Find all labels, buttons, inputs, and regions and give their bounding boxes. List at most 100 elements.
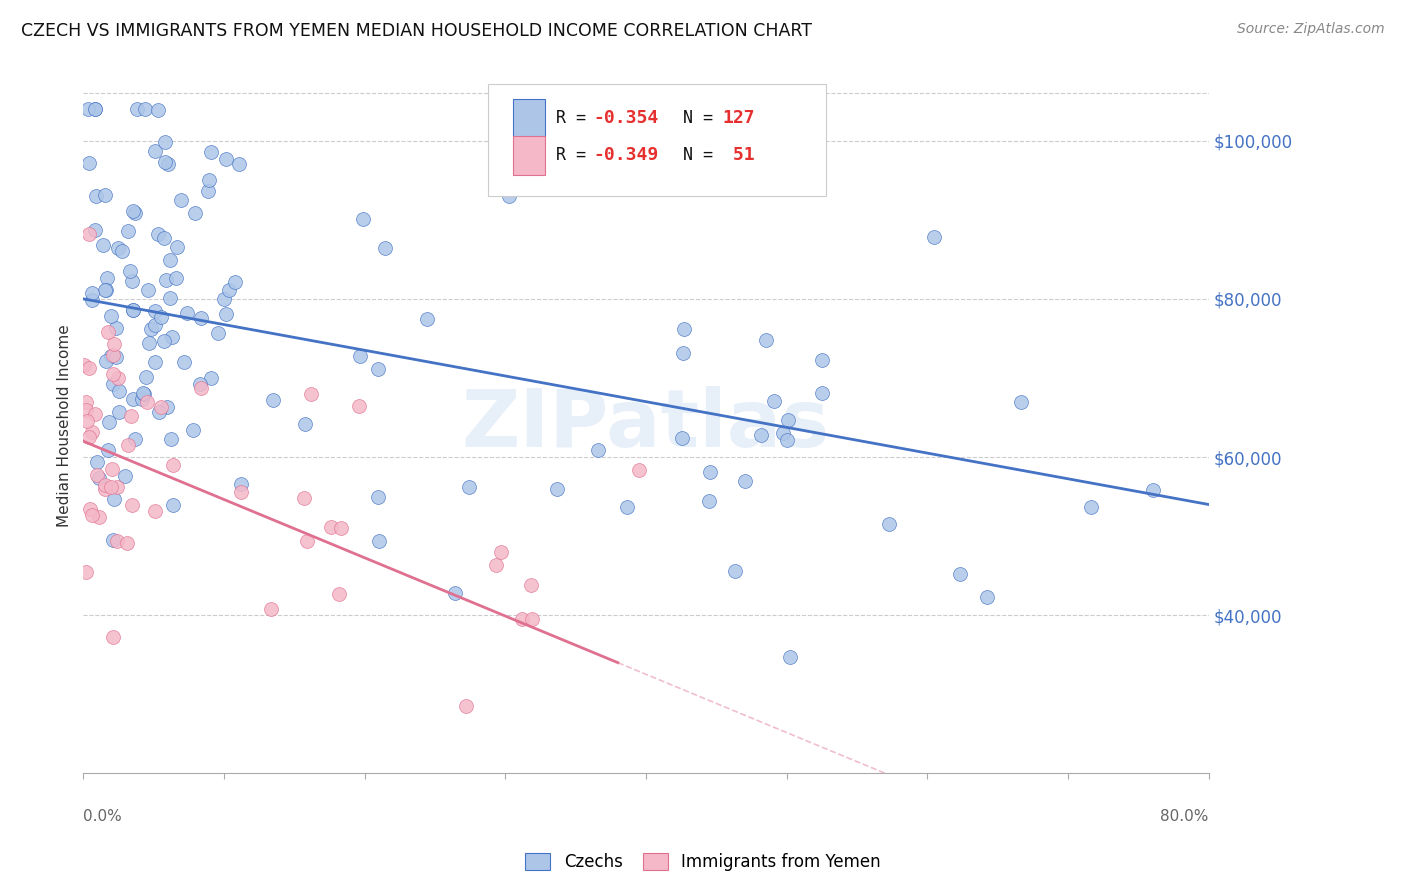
Point [97, 415, 120, 429]
Point [262, 392, 284, 407]
Point [153, 135, 176, 149]
Point [96, 283, 118, 297]
Point [166, 240, 188, 254]
Point [352, 212, 374, 227]
Point [156, 157, 179, 171]
Point [145, 318, 167, 332]
Point [75, 565, 97, 579]
Point [444, 585, 467, 599]
Point [101, 348, 124, 362]
Point [82, 508, 104, 523]
Point [197, 184, 219, 198]
Point [207, 326, 229, 341]
FancyBboxPatch shape [513, 99, 544, 137]
Point [121, 302, 143, 317]
Point [96, 271, 118, 285]
Point [87, 471, 110, 485]
Point [86, 455, 108, 469]
Point [108, 405, 131, 419]
Point [190, 310, 212, 325]
Point [121, 392, 143, 407]
Point [155, 272, 177, 286]
Point [77, 227, 100, 242]
Point [153, 231, 176, 245]
Point [97, 325, 120, 339]
Point [100, 480, 122, 494]
Point [188, 376, 211, 391]
Point [367, 490, 389, 504]
Point [176, 305, 198, 319]
Y-axis label: Median Household Income: Median Household Income [58, 324, 72, 527]
Text: 80.0%: 80.0% [1160, 809, 1209, 824]
Point [1010, 395, 1032, 409]
FancyBboxPatch shape [488, 85, 825, 195]
Point [80, 293, 103, 307]
Point [89, 510, 111, 524]
Point [776, 433, 799, 447]
Point [105, 480, 128, 494]
Point [367, 534, 389, 549]
Point [458, 480, 481, 494]
Point [76, 102, 98, 116]
Point [117, 438, 139, 452]
Point [162, 498, 184, 512]
Point [546, 483, 568, 497]
Text: 127: 127 [723, 109, 755, 127]
Point [121, 303, 143, 318]
Point [155, 155, 177, 169]
Point [135, 369, 157, 384]
Point [228, 157, 250, 171]
Point [84, 189, 107, 203]
Point [749, 427, 772, 442]
Point [80, 285, 103, 300]
Point [672, 345, 695, 359]
Point [101, 631, 124, 645]
Point [294, 417, 316, 432]
Point [734, 474, 756, 488]
Point [117, 224, 139, 238]
Point [141, 322, 163, 336]
Point [145, 145, 167, 159]
Point [374, 241, 396, 255]
Point [79, 501, 101, 516]
Point [108, 384, 131, 398]
Point [260, 602, 283, 616]
Point [229, 476, 252, 491]
Point [922, 229, 945, 244]
Point [148, 405, 170, 419]
Point [184, 206, 207, 220]
Point [949, 566, 972, 581]
Point [215, 152, 238, 166]
Point [77, 156, 100, 170]
Point [124, 432, 146, 446]
Point [319, 519, 342, 533]
Point [143, 504, 166, 518]
Point [101, 462, 124, 476]
Point [215, 307, 238, 321]
Point [94, 188, 117, 202]
Point [83, 222, 105, 236]
Point [877, 516, 900, 531]
Point [104, 350, 127, 364]
Point [586, 442, 609, 457]
Point [121, 274, 143, 288]
Point [699, 465, 721, 479]
Point [104, 321, 127, 335]
Point [190, 381, 212, 395]
Point [347, 399, 370, 413]
Point [160, 330, 183, 344]
Point [224, 275, 246, 289]
Point [97, 442, 120, 457]
Point [489, 545, 512, 559]
Point [146, 227, 169, 241]
Point [616, 500, 638, 515]
Point [131, 392, 153, 406]
Point [114, 469, 136, 483]
Point [697, 494, 720, 508]
Text: Source: ZipAtlas.com: Source: ZipAtlas.com [1237, 22, 1385, 37]
Point [93, 482, 115, 496]
Point [150, 310, 173, 324]
Point [165, 271, 187, 285]
Point [118, 263, 141, 277]
Point [778, 412, 800, 426]
